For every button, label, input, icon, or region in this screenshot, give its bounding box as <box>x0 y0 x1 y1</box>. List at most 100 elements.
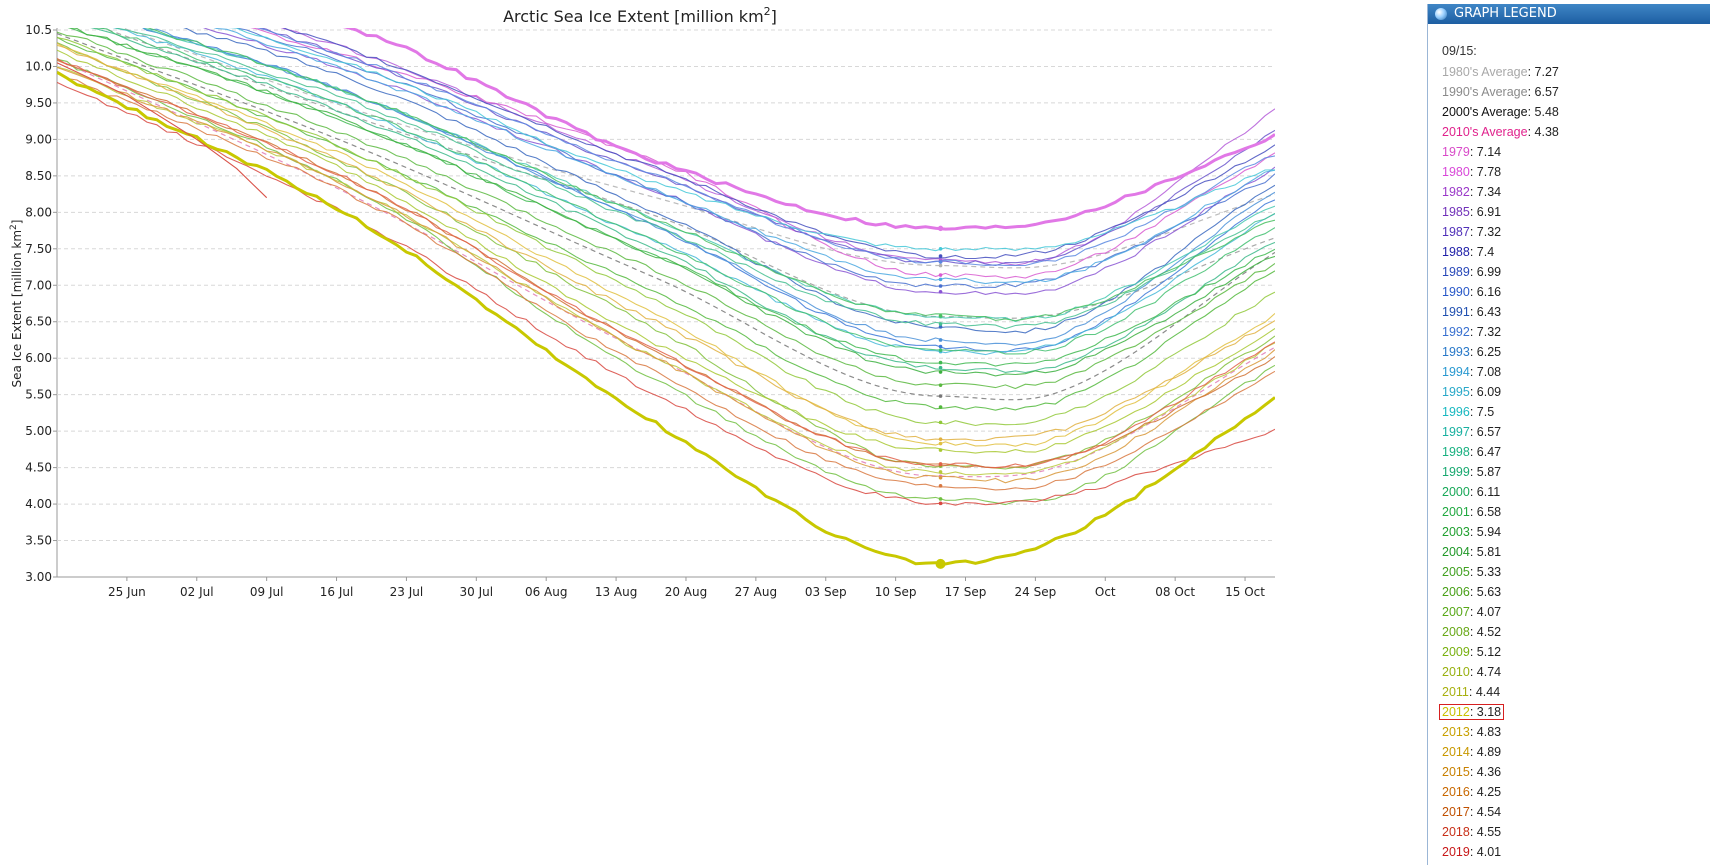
series-line[interactable] <box>57 3 1275 322</box>
legend-item[interactable]: 2016: 4.25 <box>1442 782 1710 802</box>
series-line[interactable] <box>57 0 1275 334</box>
series-marker[interactable] <box>938 405 943 409</box>
legend-item[interactable]: 1985: 6.91 <box>1442 202 1710 222</box>
legend-item[interactable]: 2006: 5.63 <box>1442 582 1710 602</box>
legend-item[interactable]: 1995: 6.09 <box>1442 382 1710 402</box>
legend-item[interactable]: 2012: 3.18 <box>1439 702 1710 722</box>
series-line[interactable] <box>57 0 1275 285</box>
series-marker[interactable] <box>938 441 943 446</box>
legend-item[interactable]: 1992: 7.32 <box>1442 322 1710 342</box>
series-marker[interactable] <box>938 273 943 277</box>
legend-item[interactable]: 1989: 6.99 <box>1442 262 1710 282</box>
legend-item[interactable]: 1990: 6.16 <box>1442 282 1710 302</box>
legend-item[interactable]: 1993: 6.25 <box>1442 342 1710 362</box>
series-line[interactable] <box>57 81 1275 506</box>
series-line[interactable] <box>57 44 1275 447</box>
series-marker[interactable] <box>938 314 943 318</box>
legend-item[interactable]: 2009: 5.12 <box>1442 642 1710 662</box>
series-line[interactable] <box>57 0 1275 267</box>
series-line[interactable] <box>57 66 1275 484</box>
series-marker[interactable] <box>938 470 943 474</box>
series-line[interactable] <box>57 22 1275 367</box>
legend-item[interactable]: 2019: 4.01 <box>1442 842 1710 862</box>
series-line[interactable] <box>57 25 1275 377</box>
series-line[interactable] <box>57 59 1275 469</box>
legend-item[interactable]: 1999: 5.87 <box>1442 462 1710 482</box>
series-line[interactable] <box>57 37 1275 427</box>
series-line[interactable] <box>57 58 1275 478</box>
legend-item[interactable]: 2010: 4.74 <box>1442 662 1710 682</box>
series-marker[interactable] <box>938 462 943 466</box>
series-line[interactable] <box>57 0 1275 267</box>
series-marker[interactable] <box>938 290 943 294</box>
legend-item[interactable]: 2004: 5.81 <box>1442 542 1710 562</box>
series-line[interactable] <box>57 57 1275 469</box>
series-line[interactable] <box>57 7 1275 330</box>
legend-item[interactable]: 2003: 5.94 <box>1442 522 1710 542</box>
series-line[interactable] <box>57 12 1275 319</box>
series-line[interactable] <box>57 5 1275 269</box>
series-marker[interactable] <box>938 501 943 506</box>
series-marker[interactable] <box>938 254 943 258</box>
series-marker[interactable] <box>938 263 943 268</box>
series-line[interactable] <box>57 66 1275 476</box>
series-marker[interactable] <box>938 437 943 441</box>
legend-item[interactable]: 2013: 4.83 <box>1442 722 1710 742</box>
legend-item[interactable]: 2017: 4.54 <box>1442 802 1710 822</box>
series-line[interactable] <box>57 42 1275 442</box>
legend-item[interactable]: 2007: 4.07 <box>1442 602 1710 622</box>
legend-item[interactable]: 1980's Average: 7.27 <box>1442 62 1710 82</box>
legend-item[interactable]: 1979: 7.14 <box>1442 142 1710 162</box>
series-line[interactable] <box>57 0 1275 260</box>
series-marker[interactable] <box>938 338 943 342</box>
series-line[interactable] <box>57 58 1275 506</box>
series-line[interactable] <box>57 49 1275 454</box>
legend-item[interactable]: 1988: 7.4 <box>1442 242 1710 262</box>
legend-item[interactable]: 2000's Average: 5.48 <box>1442 102 1710 122</box>
series-marker[interactable] <box>938 497 943 501</box>
series-line[interactable] <box>57 36 1275 411</box>
series-line[interactable] <box>57 17 1275 374</box>
legend-item[interactable]: 2001: 6.58 <box>1442 502 1710 522</box>
legend-item[interactable]: 1982: 7.34 <box>1442 182 1710 202</box>
legend-item[interactable]: 2000: 6.11 <box>1442 482 1710 502</box>
legend-item[interactable]: 1991: 6.43 <box>1442 302 1710 322</box>
series-marker[interactable] <box>938 284 943 288</box>
series-line-partial[interactable] <box>57 62 268 199</box>
series-marker[interactable] <box>937 225 944 232</box>
legend-item[interactable]: 2015: 4.36 <box>1442 762 1710 782</box>
series-line[interactable] <box>57 9 1275 356</box>
series-marker[interactable] <box>938 277 943 282</box>
series-line[interactable] <box>57 2 1275 346</box>
legend-item[interactable]: 1998: 6.47 <box>1442 442 1710 462</box>
series-marker[interactable] <box>938 348 943 352</box>
series-marker[interactable] <box>938 247 943 251</box>
series-line[interactable] <box>57 0 1275 231</box>
legend-item[interactable]: 2011: 4.44 <box>1442 682 1710 702</box>
legend-item[interactable]: 1994: 7.08 <box>1442 362 1710 382</box>
legend-header[interactable]: GRAPH LEGEND <box>1428 4 1710 24</box>
series-marker[interactable] <box>938 360 943 365</box>
legend-item[interactable]: 1996: 7.5 <box>1442 402 1710 422</box>
legend-item[interactable]: 1987: 7.32 <box>1442 222 1710 242</box>
legend-item[interactable]: 2010's Average: 4.38 <box>1442 122 1710 142</box>
legend-item[interactable]: 1997: 6.57 <box>1442 422 1710 442</box>
series-marker[interactable] <box>938 325 943 329</box>
legend-item[interactable]: 1980: 7.78 <box>1442 162 1710 182</box>
series-marker[interactable] <box>938 420 943 425</box>
series-marker[interactable] <box>938 365 943 370</box>
legend-item[interactable]: 2018: 4.55 <box>1442 822 1710 842</box>
series-line[interactable] <box>57 70 1275 566</box>
series-marker[interactable] <box>938 370 943 374</box>
series-marker[interactable] <box>938 322 943 326</box>
series-marker[interactable] <box>935 558 946 569</box>
series-line[interactable] <box>57 0 1275 252</box>
legend-item[interactable]: 2005: 5.33 <box>1442 562 1710 582</box>
series-marker[interactable] <box>938 484 943 488</box>
series-line[interactable] <box>57 0 1275 279</box>
series-marker[interactable] <box>938 383 943 387</box>
legend-item[interactable]: 2008: 4.52 <box>1442 622 1710 642</box>
series-marker[interactable] <box>938 260 943 264</box>
series-line[interactable] <box>57 72 1275 491</box>
legend-item[interactable]: 1990's Average: 6.57 <box>1442 82 1710 102</box>
